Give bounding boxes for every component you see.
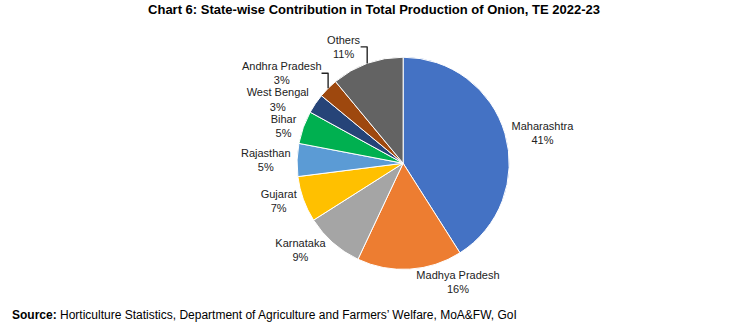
svg-text:Bihar5%: Bihar5% [271, 113, 297, 139]
svg-text:Karnataka9%: Karnataka9% [275, 237, 326, 263]
svg-text:Rajasthan5%: Rajasthan5% [241, 147, 291, 173]
svg-text:Gujarat7%: Gujarat7% [261, 188, 297, 214]
svg-text:Chart 6: State-wise Contributi: Chart 6: State-wise Contribution in Tota… [148, 2, 600, 17]
svg-text:West Bengal3%: West Bengal3% [247, 86, 309, 112]
svg-text:Others11%: Others11% [327, 34, 361, 60]
svg-text:Andhra Pradesh3%: Andhra Pradesh3% [242, 60, 322, 86]
svg-text:Maharashtra41%: Maharashtra41% [512, 120, 575, 146]
svg-text:Source: Horticulture Statistic: Source: Horticulture Statistics, Departm… [12, 308, 517, 322]
svg-text:Madhya Pradesh16%: Madhya Pradesh16% [416, 269, 499, 295]
